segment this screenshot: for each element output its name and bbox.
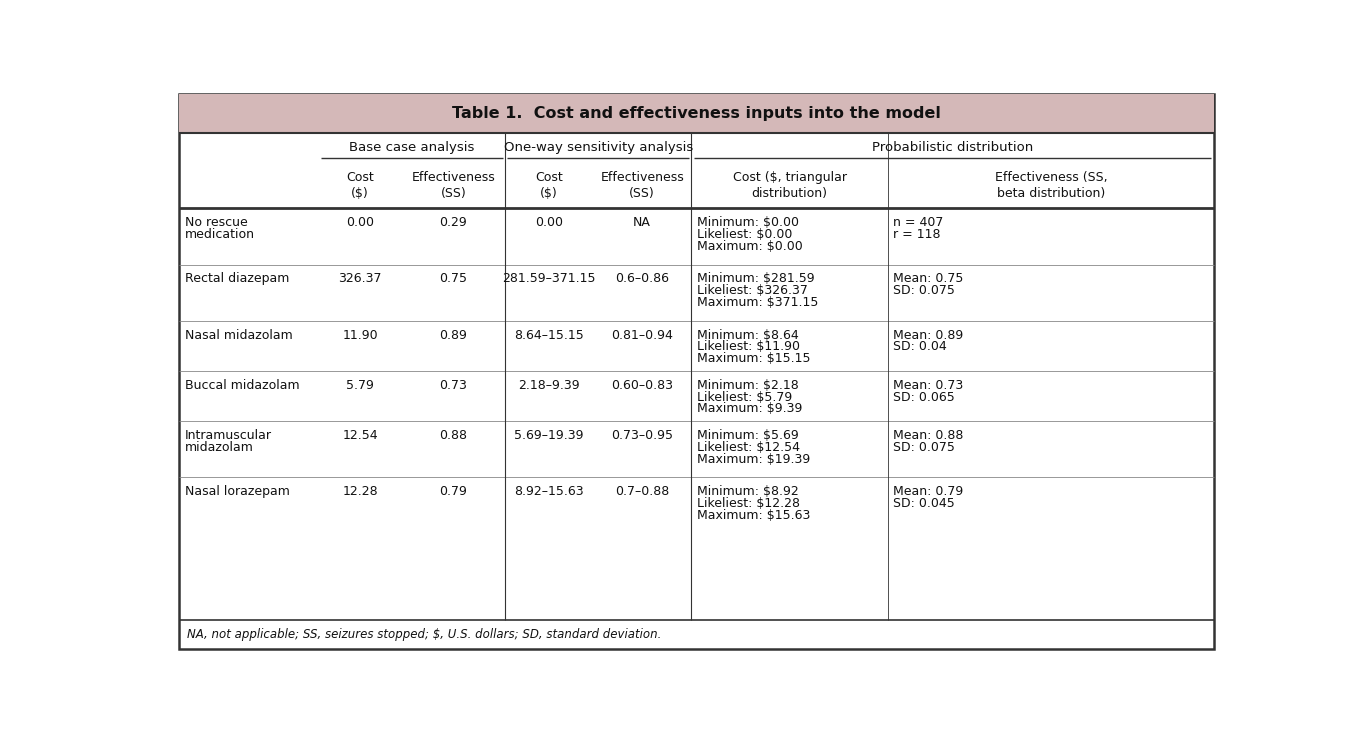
Text: 326.37: 326.37 (338, 272, 382, 286)
Text: Likeliest: $0.00: Likeliest: $0.00 (697, 228, 792, 241)
Text: Minimum: $8.92: Minimum: $8.92 (697, 485, 799, 498)
Text: 0.75: 0.75 (439, 272, 467, 286)
Text: 0.6–0.86: 0.6–0.86 (616, 272, 669, 286)
Text: Likeliest: $12.54: Likeliest: $12.54 (697, 441, 799, 453)
Text: Likeliest: $326.37: Likeliest: $326.37 (697, 284, 807, 297)
Text: Maximum: $0.00: Maximum: $0.00 (697, 240, 802, 253)
Text: NA: NA (633, 216, 651, 229)
Text: midazolam: midazolam (185, 441, 254, 453)
Text: r = 118: r = 118 (893, 228, 940, 241)
Text: 0.89: 0.89 (439, 328, 467, 342)
Text: 2.18–9.39: 2.18–9.39 (518, 378, 580, 392)
Text: 8.92–15.63: 8.92–15.63 (514, 485, 584, 498)
Text: 11.90: 11.90 (342, 328, 378, 342)
Text: 281.59–371.15: 281.59–371.15 (503, 272, 595, 286)
Text: 5.69–19.39: 5.69–19.39 (514, 428, 584, 442)
Text: Minimum: $5.69: Minimum: $5.69 (697, 428, 799, 442)
Text: Maximum: $19.39: Maximum: $19.39 (697, 453, 810, 466)
Text: 0.00: 0.00 (535, 216, 563, 229)
Text: Maximum: $15.15: Maximum: $15.15 (697, 353, 810, 366)
Text: Cost ($, triangular
distribution): Cost ($, triangular distribution) (733, 171, 847, 200)
Text: Nasal lorazepam: Nasal lorazepam (185, 485, 289, 498)
Text: Mean: 0.89: Mean: 0.89 (893, 328, 964, 342)
Text: 0.60–0.83: 0.60–0.83 (612, 378, 673, 392)
Text: Probabilistic distribution: Probabilistic distribution (872, 141, 1033, 154)
Text: NA, not applicable; SS, seizures stopped; $, U.S. dollars; SD, standard deviatio: NA, not applicable; SS, seizures stopped… (188, 628, 662, 641)
Text: 12.54: 12.54 (342, 428, 378, 442)
Text: 8.64–15.15: 8.64–15.15 (514, 328, 584, 342)
Text: Maximum: $15.63: Maximum: $15.63 (697, 509, 810, 522)
Text: Likeliest: $5.79: Likeliest: $5.79 (697, 391, 792, 403)
Text: Table 1.  Cost and effectiveness inputs into the model: Table 1. Cost and effectiveness inputs i… (453, 106, 940, 121)
Text: One-way sensitivity analysis: One-way sensitivity analysis (504, 141, 693, 154)
Text: 0.79: 0.79 (439, 485, 467, 498)
Text: 12.28: 12.28 (342, 485, 378, 498)
Text: Mean: 0.88: Mean: 0.88 (893, 428, 964, 442)
Text: Effectiveness
(SS): Effectiveness (SS) (601, 171, 684, 200)
Text: Mean: 0.79: Mean: 0.79 (893, 485, 964, 498)
Text: Cost
($): Cost ($) (347, 171, 374, 200)
Text: SD: 0.065: SD: 0.065 (893, 391, 955, 403)
Text: 0.00: 0.00 (347, 216, 374, 229)
Text: Buccal midazolam: Buccal midazolam (185, 378, 299, 392)
Text: Minimum: $8.64: Minimum: $8.64 (697, 328, 799, 342)
Text: SD: 0.075: SD: 0.075 (893, 284, 955, 297)
Text: n = 407: n = 407 (893, 216, 943, 229)
Text: Minimum: $2.18: Minimum: $2.18 (697, 378, 799, 392)
Text: Mean: 0.75: Mean: 0.75 (893, 272, 964, 286)
Text: Intramuscular: Intramuscular (185, 428, 272, 442)
Text: Minimum: $0.00: Minimum: $0.00 (697, 216, 799, 229)
Text: Base case analysis: Base case analysis (349, 141, 474, 154)
Text: Likeliest: $12.28: Likeliest: $12.28 (697, 497, 799, 510)
Text: SD: 0.045: SD: 0.045 (893, 497, 955, 510)
Text: Minimum: $281.59: Minimum: $281.59 (697, 272, 814, 286)
Text: medication: medication (185, 228, 254, 241)
Text: Maximum: $9.39: Maximum: $9.39 (697, 403, 802, 416)
Text: Cost
($): Cost ($) (535, 171, 563, 200)
Text: 0.73: 0.73 (439, 378, 467, 392)
Text: No rescue: No rescue (185, 216, 247, 229)
Text: 5.79: 5.79 (347, 378, 374, 392)
Text: 0.7–0.88: 0.7–0.88 (616, 485, 669, 498)
Text: 0.81–0.94: 0.81–0.94 (612, 328, 673, 342)
Text: Maximum: $371.15: Maximum: $371.15 (697, 296, 818, 309)
Bar (179, 94, 1214, 133)
Text: Mean: 0.73: Mean: 0.73 (893, 378, 964, 392)
Text: Nasal midazolam: Nasal midazolam (185, 328, 292, 342)
Text: 0.88: 0.88 (439, 428, 467, 442)
Text: SD: 0.04: SD: 0.04 (893, 341, 947, 353)
Text: 0.29: 0.29 (439, 216, 467, 229)
Text: Effectiveness
(SS): Effectiveness (SS) (412, 171, 495, 200)
Text: 0.73–0.95: 0.73–0.95 (612, 428, 673, 442)
Text: Rectal diazepam: Rectal diazepam (185, 272, 289, 286)
Text: SD: 0.075: SD: 0.075 (893, 441, 955, 453)
Text: Likeliest: $11.90: Likeliest: $11.90 (697, 341, 799, 353)
Text: Effectiveness (SS,
beta distribution): Effectiveness (SS, beta distribution) (995, 171, 1108, 200)
